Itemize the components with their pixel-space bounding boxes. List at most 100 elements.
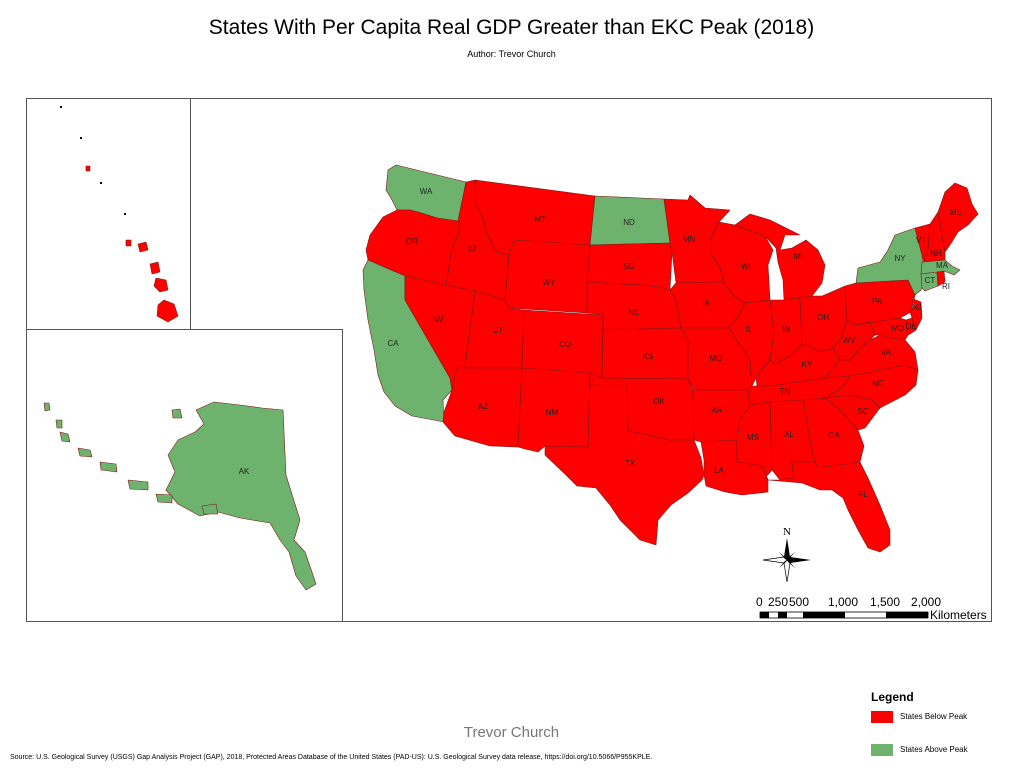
label-AZ: AZ [478, 402, 488, 411]
north-arrow: N [762, 526, 811, 583]
state-HI-maui [153, 277, 169, 293]
state-MD [854, 317, 909, 341]
label-ME: ME [950, 208, 962, 217]
state-AK-island-7 [155, 493, 173, 504]
label-AL: AL [784, 430, 794, 439]
label-WY: WY [543, 278, 557, 287]
label-MA: MA [936, 261, 949, 270]
legend-swatch-above [871, 744, 893, 756]
state-labels-layer: WA OR CA NV ID MT WY UT CO AZ NM ND SD N… [239, 187, 962, 499]
state-HI-hawaii [156, 299, 179, 323]
label-AK: AK [239, 467, 250, 476]
label-OR: OR [406, 237, 418, 246]
label-MD: MD [892, 324, 905, 333]
legend-swatch-below [871, 711, 893, 723]
state-AK-island-1 [43, 402, 51, 412]
state-HI-oahu [137, 241, 149, 253]
label-OH: OH [817, 313, 829, 322]
legend-item-below: States Below Peak [871, 711, 1011, 725]
state-AK-island-6 [127, 479, 149, 491]
state-AK-island-2 [55, 419, 63, 429]
label-FL: FL [858, 490, 868, 499]
label-TX: TX [625, 459, 636, 468]
label-NM: NM [546, 408, 559, 417]
label-MO: MO [710, 354, 723, 363]
label-SD: SD [623, 262, 634, 271]
label-VT: VT [916, 236, 926, 245]
label-NC: NC [872, 379, 884, 388]
state-FL [767, 461, 891, 553]
label-ND: ND [623, 218, 635, 227]
label-IN: IN [782, 325, 790, 334]
state-MI [734, 213, 826, 301]
label-MN: MN [683, 235, 696, 244]
label-WV: WV [843, 336, 857, 345]
label-UT: UT [493, 326, 504, 335]
source-citation: Source: U.S. Geological Survey (USGS) Ga… [10, 754, 653, 761]
label-AR: AR [711, 406, 722, 415]
label-ID: ID [468, 244, 476, 253]
label-RI: RI [942, 282, 950, 291]
islet [80, 137, 82, 139]
label-CT: CT [925, 276, 936, 285]
scale-tick-250: 250 [768, 595, 788, 609]
state-AK-island-9 [201, 503, 219, 515]
label-DE: DE [905, 322, 916, 331]
north-arrow-label: N [783, 526, 791, 538]
scale-unit: Kilometers [930, 608, 987, 622]
label-CA: CA [387, 339, 399, 348]
label-MS: MS [747, 433, 759, 442]
scale-bar: 0 250 500 1,000 1,500 2,000 Kilometers [756, 595, 987, 622]
label-WI: WI [741, 262, 751, 271]
label-CO: CO [559, 340, 571, 349]
legend-label-above: States Above Peak [900, 745, 968, 754]
label-KY: KY [802, 360, 813, 369]
state-AK-island-8 [171, 408, 183, 419]
label-VA: VA [881, 348, 892, 357]
label-PA: PA [872, 297, 883, 306]
label-OK: OK [653, 397, 665, 406]
label-WA: WA [420, 187, 433, 196]
watermark: Trevor Church [463, 724, 560, 741]
state-AK-island-4 [77, 447, 93, 458]
label-NV: NV [432, 315, 444, 324]
state-WY [504, 239, 591, 314]
state-ME [937, 182, 979, 253]
state-MA [920, 259, 961, 276]
label-NH: NH [930, 249, 942, 258]
scale-tick-0: 0 [756, 595, 763, 609]
label-KS: KS [643, 352, 654, 361]
scale-tick-500: 500 [789, 595, 809, 609]
label-NE: NE [628, 308, 639, 317]
hawaii-islets [60, 106, 126, 215]
state-HI-molokai [149, 261, 161, 275]
legend-label-below: States Below Peak [900, 712, 968, 721]
state-HI-kauai [125, 239, 132, 247]
map-title: States With Per Capita Real GDP Greater … [208, 16, 815, 39]
label-IA: IA [702, 299, 710, 308]
state-AK-island-3 [59, 431, 71, 443]
state-DE [905, 317, 917, 336]
label-MT: MT [534, 215, 546, 224]
islet [100, 182, 102, 184]
islet [124, 213, 126, 215]
label-SC: SC [857, 407, 868, 416]
legend-item-above: States Above Peak [871, 744, 1011, 758]
label-IL: IL [746, 325, 753, 334]
scale-tick-1000: 1,000 [828, 595, 858, 609]
islet [60, 106, 62, 108]
label-TN: TN [780, 387, 791, 396]
state-TX [544, 384, 705, 546]
label-GA: GA [828, 431, 840, 440]
scale-tick-2000: 2,000 [911, 595, 941, 609]
state-AK-island-5 [99, 461, 118, 473]
states-layer [43, 164, 979, 591]
state-AK [165, 401, 317, 591]
map-author: Author: Trevor Church [467, 49, 556, 59]
legend-title: Legend [871, 690, 914, 704]
label-NJ: NJ [912, 303, 922, 312]
label-LA: LA [714, 466, 724, 475]
state-NM [517, 367, 591, 453]
label-NY: NY [894, 254, 906, 263]
